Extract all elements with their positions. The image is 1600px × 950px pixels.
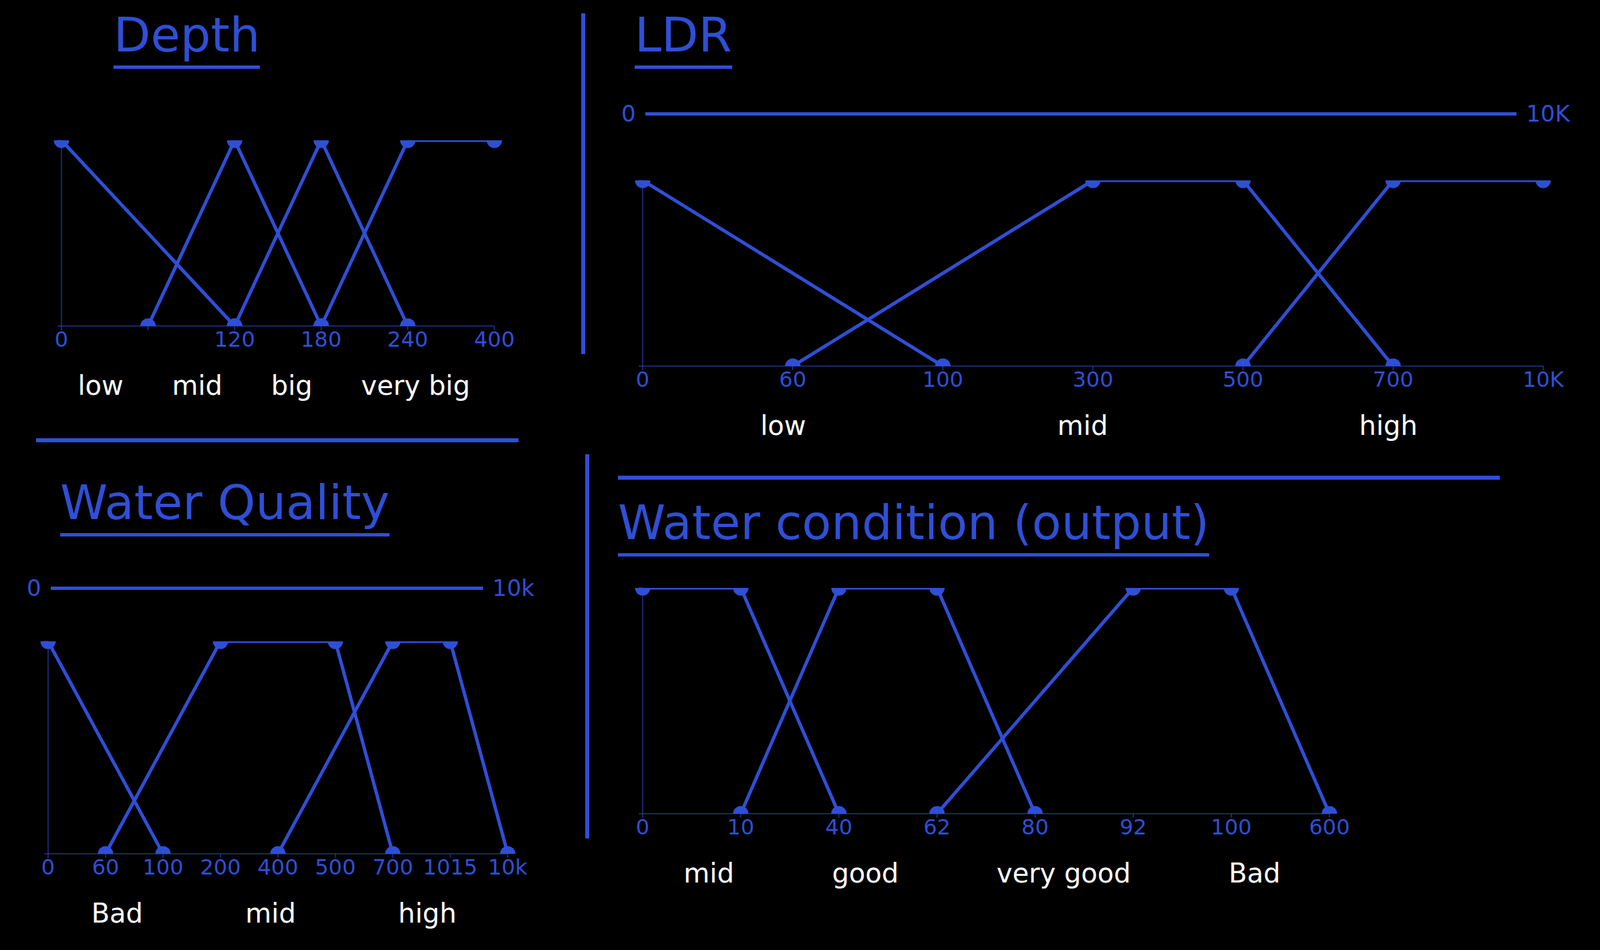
svg-text:10: 10 bbox=[726, 814, 755, 840]
html-text:10k: 10k bbox=[492, 574, 535, 602]
html-text:mid: mid bbox=[1057, 410, 1108, 441]
html-text:low: low bbox=[77, 370, 124, 401]
html-text:low: low bbox=[760, 410, 807, 441]
svg-text:400: 400 bbox=[473, 326, 515, 353]
html-text:good: good bbox=[832, 857, 899, 889]
html-text:big: big bbox=[271, 370, 313, 401]
html-text:high: high bbox=[398, 897, 457, 929]
html-text:mid: mid bbox=[172, 370, 223, 401]
svg-text:600: 600 bbox=[1308, 814, 1350, 840]
svg-text:60: 60 bbox=[778, 366, 807, 393]
svg-text:0: 0 bbox=[635, 814, 650, 840]
svg-text:200: 200 bbox=[199, 854, 241, 880]
svg-text:120: 120 bbox=[214, 326, 256, 353]
svg-text:700: 700 bbox=[1372, 366, 1414, 393]
html-text:0: 0 bbox=[621, 100, 636, 127]
html-text:mid: mid bbox=[683, 857, 735, 889]
svg-text:100: 100 bbox=[922, 366, 964, 393]
html-text:Bad: Bad bbox=[1228, 857, 1281, 889]
svg-text:0: 0 bbox=[54, 326, 69, 353]
svg-text:500: 500 bbox=[314, 854, 356, 880]
svg-text:180: 180 bbox=[300, 326, 342, 353]
html-text:Water Quality: Water Quality bbox=[60, 474, 390, 531]
svg-text:240: 240 bbox=[387, 326, 429, 353]
svg-text:100: 100 bbox=[1211, 814, 1252, 840]
svg-text:300: 300 bbox=[1072, 366, 1113, 393]
svg-text:1015: 1015 bbox=[422, 854, 477, 880]
svg-text:40: 40 bbox=[825, 814, 853, 840]
svg-text:80: 80 bbox=[1021, 814, 1049, 840]
html-text:LDR: LDR bbox=[634, 6, 732, 63]
svg-text:400: 400 bbox=[257, 854, 298, 880]
html-text:very good: very good bbox=[996, 857, 1131, 889]
html-text:Bad: Bad bbox=[91, 897, 143, 929]
html-text:high: high bbox=[1359, 410, 1418, 441]
html-text:Water condition (output): Water condition (output) bbox=[617, 494, 1210, 551]
svg-text:0: 0 bbox=[41, 854, 55, 880]
svg-text:10K: 10K bbox=[1522, 366, 1565, 393]
svg-text:100: 100 bbox=[142, 854, 184, 880]
svg-text:500: 500 bbox=[1222, 366, 1264, 393]
svg-text:0: 0 bbox=[635, 366, 650, 393]
html-text:mid: mid bbox=[245, 897, 296, 929]
html-text:Depth: Depth bbox=[113, 6, 261, 63]
svg-text:60: 60 bbox=[92, 854, 120, 880]
svg-text:62: 62 bbox=[923, 814, 951, 840]
html-text:0: 0 bbox=[26, 574, 42, 602]
svg-text:700: 700 bbox=[372, 854, 413, 880]
svg-text:92: 92 bbox=[1119, 814, 1148, 840]
svg-text:10k: 10k bbox=[487, 854, 528, 880]
html-text:10K: 10K bbox=[1526, 100, 1570, 127]
html-text:very big: very big bbox=[361, 370, 470, 401]
